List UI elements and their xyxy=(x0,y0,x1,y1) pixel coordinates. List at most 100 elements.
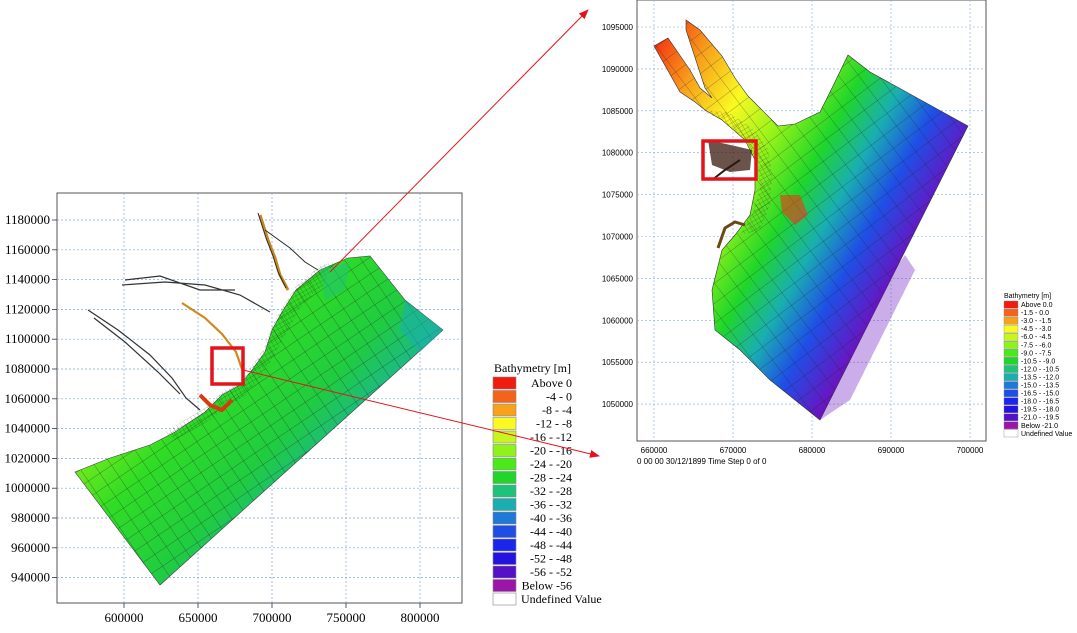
right-legend-swatch xyxy=(1003,316,1019,325)
right-legend: Bathymetry [m] Above 0.0-1.5 - 0.0-3.0 -… xyxy=(1003,293,1072,438)
right-legend-label: -4.5 - -3.0 xyxy=(1021,326,1051,333)
left-legend-label: -52 - -48 xyxy=(530,552,572,566)
zoom-arrow-bottom xyxy=(242,369,600,458)
right-y-tick-label: 1085000 xyxy=(602,107,634,116)
left-legend-swatch xyxy=(492,538,517,552)
left-legend-label: Undefined Value xyxy=(521,592,602,606)
right-mesh-domain xyxy=(653,19,969,421)
left-legend-swatch xyxy=(492,417,517,430)
left-deep-patch-2 xyxy=(320,262,350,300)
right-x-tick-label: 690000 xyxy=(878,446,905,455)
right-legend-swatch xyxy=(1003,333,1019,341)
right-legend-label: -16.5 - -15.0 xyxy=(1021,391,1059,398)
left-legend-label: -44 - -40 xyxy=(530,525,572,539)
left-legend-label: -56 - -52 xyxy=(530,565,572,579)
right-y-tick-label: 1070000 xyxy=(602,233,634,242)
right-legend-title: Bathymetry [m] xyxy=(1004,293,1051,300)
left-y-tick-label: 1120000 xyxy=(5,301,50,316)
left-legend-swatch xyxy=(492,552,517,565)
left-y-tick-label: 1020000 xyxy=(5,450,51,465)
left-river-west xyxy=(121,275,271,313)
right-y-tick-label: 1065000 xyxy=(602,274,634,283)
right-legend-label: -18.0 - -16.5 xyxy=(1021,399,1059,406)
left-y-axis: 1180000 1160000 1140000 1120000 1100000 10800… xyxy=(5,212,57,585)
left-y-tick-label: 1100000 xyxy=(5,331,50,346)
left-y-tick-label: 940000 xyxy=(11,570,50,585)
left-legend-swatch xyxy=(492,390,517,403)
right-y-tick-label: 1060000 xyxy=(602,316,634,325)
right-legend-swatch xyxy=(1003,357,1019,365)
right-legend-label: -21.0 - -19.5 xyxy=(1021,415,1059,422)
right-highlight-box xyxy=(701,139,758,181)
right-legend-swatch xyxy=(1003,349,1019,357)
left-y-tick-label: 960000 xyxy=(11,540,50,555)
left-legend-swatch xyxy=(492,592,517,606)
left-legend-swatch xyxy=(492,430,517,444)
right-legend-label: -1.5 - 0.0 xyxy=(1021,310,1049,317)
right-y-axis: 1095000 1090000 1085000 1080000 1075000 10700… xyxy=(602,23,634,409)
left-legend-label: Below -56 xyxy=(522,579,572,593)
left-y-tick-label: 1140000 xyxy=(5,272,50,287)
right-legend-label: -3.0 - -1.5 xyxy=(1021,318,1051,325)
right-legend-swatch xyxy=(1003,429,1019,438)
left-coastal-fine-mesh xyxy=(165,262,334,440)
left-legend-swatch xyxy=(492,457,517,471)
left-legend-swatch xyxy=(492,376,517,390)
left-highlight-box xyxy=(210,346,245,386)
left-y-tick-label: 1180000 xyxy=(5,212,50,227)
left-legend-label: -28 - -24 xyxy=(530,471,572,485)
left-mesh-domain xyxy=(74,212,444,586)
right-y-tick-label: 1090000 xyxy=(602,65,634,74)
left-legend-label: -4 - 0 xyxy=(546,390,572,404)
right-x-tick-label: 680000 xyxy=(799,446,826,455)
right-y-tick-label: 1095000 xyxy=(602,23,634,32)
right-legend-swatch xyxy=(1003,381,1019,389)
right-legend-swatch xyxy=(1003,389,1019,397)
left-legend-swatch xyxy=(492,511,517,525)
right-map: 1095000 1090000 1085000 1080000 1075000 10700… xyxy=(602,0,1072,466)
left-legend-swatch xyxy=(492,525,517,538)
right-y-tick-label: 1080000 xyxy=(602,149,634,158)
left-legend-swatch xyxy=(492,471,517,484)
right-legend-label: -19.5 - -18.0 xyxy=(1021,407,1059,414)
left-legend-label: -12 - -8 xyxy=(536,417,572,431)
right-y-tick-label: 1050000 xyxy=(602,400,634,409)
left-x-tick-label: 750000 xyxy=(327,610,366,625)
right-legend-swatch xyxy=(1003,413,1019,422)
left-y-tick-label: 1080000 xyxy=(5,361,51,376)
left-legend-label: Above 0 xyxy=(531,376,572,390)
right-legend-swatch xyxy=(1003,373,1019,381)
left-legend-swatch xyxy=(492,403,517,417)
right-red-patch xyxy=(780,195,808,225)
right-x-tick-label: 700000 xyxy=(957,446,984,455)
right-legend-swatch xyxy=(1003,341,1019,349)
left-mesh-lines xyxy=(75,256,443,585)
right-legend-label: -15.0 - -13.5 xyxy=(1021,383,1059,390)
left-x-tick-label: 700000 xyxy=(253,610,292,625)
left-legend-label: -24 - -20 xyxy=(530,457,572,471)
left-legend-swatch xyxy=(492,498,517,511)
left-river-mid xyxy=(181,302,245,373)
left-river-north xyxy=(258,214,290,291)
left-legend-swatch xyxy=(492,579,517,592)
left-deep-patch xyxy=(400,300,443,352)
left-legend-swatch xyxy=(492,484,517,498)
right-legend-swatch xyxy=(1003,308,1019,317)
left-river-north-outline xyxy=(257,212,319,289)
left-x-tick-label: 800000 xyxy=(401,610,440,625)
left-legend-swatch xyxy=(492,444,517,457)
left-y-tick-label: 1040000 xyxy=(5,421,51,436)
right-time-footer: 0 00 00 30/12/1899 Time Step 0 of 0 xyxy=(637,457,767,466)
right-y-tick-label: 1075000 xyxy=(602,191,634,200)
left-x-tick-label: 600000 xyxy=(105,610,144,625)
right-legend-label: Above 0.0 xyxy=(1021,302,1053,309)
right-legend-swatch xyxy=(1003,324,1019,333)
left-y-tick-label: 1060000 xyxy=(5,391,51,406)
right-legend-swatch xyxy=(1003,421,1019,430)
left-x-tick-label: 650000 xyxy=(179,610,218,625)
right-legend-label: -7.5 - -6.0 xyxy=(1021,342,1051,349)
left-x-axis: 600000 650000 700000 750000 800000 xyxy=(105,603,440,625)
zoom-arrow-top xyxy=(329,9,589,273)
right-x-axis: 660000 670000 680000 690000 700000 xyxy=(641,446,984,455)
